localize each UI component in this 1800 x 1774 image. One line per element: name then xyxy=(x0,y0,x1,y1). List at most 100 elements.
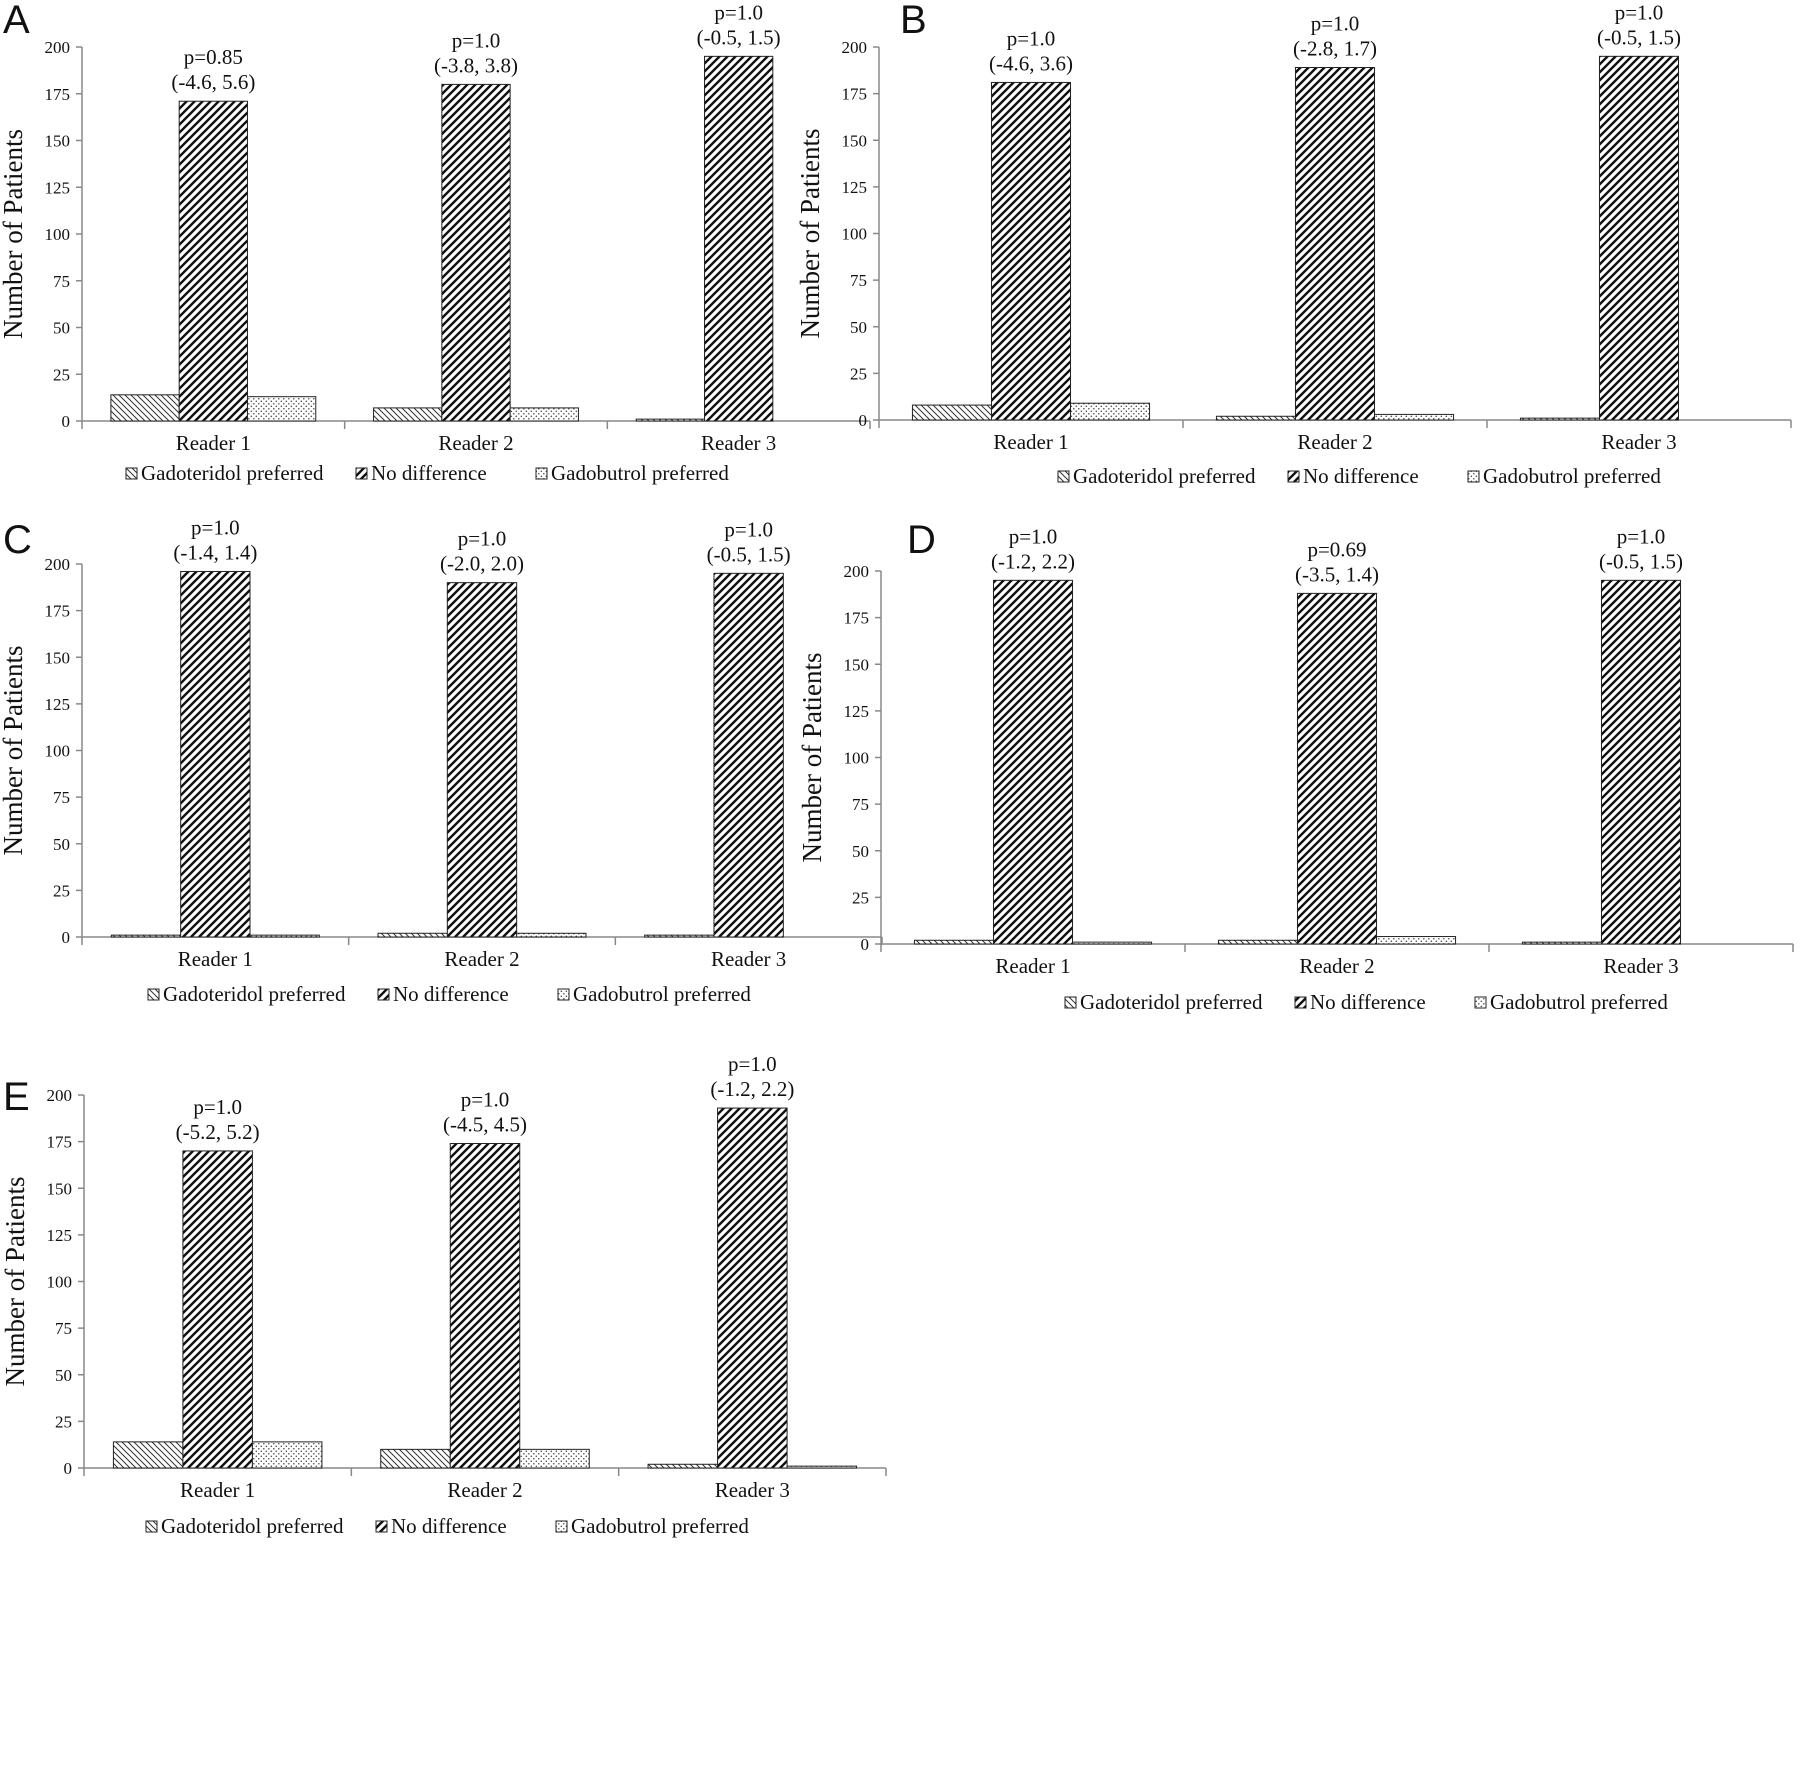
bar-gadoteridol-reader-2 xyxy=(373,407,443,422)
panel-letter: A xyxy=(3,0,30,42)
bar-gadobutrol-reader-2 xyxy=(516,932,587,938)
y-tick-label: 200 xyxy=(47,1086,73,1105)
legend-swatch-gadobutrol xyxy=(535,467,548,480)
bar-gadoteridol-reader-3 xyxy=(635,418,706,422)
legend-swatch-gadoteridol xyxy=(125,467,138,480)
y-tick-label: 175 xyxy=(45,85,71,104)
y-tick-label: 125 xyxy=(842,178,868,197)
x-tick-label: Reader 3 xyxy=(715,1478,790,1502)
y-tick-label: 75 xyxy=(53,272,70,291)
bar-gadoteridol-reader-1 xyxy=(110,934,182,938)
x-tick-label: Reader 3 xyxy=(711,947,786,971)
p-value-label: p=1.0 xyxy=(1007,26,1056,50)
y-tick-label: 0 xyxy=(859,411,868,430)
bar-gadobutrol-reader-3 xyxy=(786,1465,858,1469)
bar-no-difference-reader-1 xyxy=(990,81,1072,421)
y-tick-label: 125 xyxy=(45,178,71,197)
x-tick-label: Reader 2 xyxy=(444,947,519,971)
bar-gadoteridol-reader-3 xyxy=(647,1463,719,1469)
x-tick-label: Reader 3 xyxy=(1603,954,1678,978)
legend-label-no-difference: No difference xyxy=(1303,464,1419,488)
bar-gadobutrol-reader-2 xyxy=(519,1448,590,1469)
bar-no-difference-reader-2 xyxy=(446,582,518,938)
y-tick-label: 150 xyxy=(45,132,71,151)
x-tick-label: Reader 3 xyxy=(1601,430,1676,454)
bar-gadoteridol-reader-2 xyxy=(1217,939,1298,945)
x-tick-label: Reader 3 xyxy=(701,431,776,455)
bar-gadobutrol-reader-1 xyxy=(249,934,320,938)
y-tick-label: 0 xyxy=(64,1459,73,1478)
legend-label-gadobutrol: Gadobutrol preferred xyxy=(571,1514,749,1538)
panel-letter: B xyxy=(900,0,927,42)
legend-label-no-difference: No difference xyxy=(1310,990,1426,1014)
x-tick-label: Reader 2 xyxy=(1297,430,1372,454)
legend-label-gadoteridol: Gadoteridol preferred xyxy=(161,1514,344,1538)
y-tick-label: 0 xyxy=(62,412,71,431)
legend-swatch-gadobutrol xyxy=(555,1520,568,1533)
y-tick-label: 125 xyxy=(844,702,870,721)
confidence-interval-label: (-1.4, 1.4) xyxy=(173,540,257,564)
x-tick-label: Reader 2 xyxy=(438,431,513,455)
bar-gadoteridol-reader-2 xyxy=(377,932,448,938)
y-tick-label: 125 xyxy=(45,695,71,714)
bar-gadobutrol-reader-2 xyxy=(1374,413,1455,421)
legend-swatch-no-difference xyxy=(375,1520,388,1533)
bar-gadoteridol-reader-1 xyxy=(110,394,180,422)
bar-no-difference-reader-3 xyxy=(1598,55,1680,421)
bar-gadobutrol-reader-2 xyxy=(1376,936,1457,945)
y-tick-label: 100 xyxy=(45,225,71,244)
bar-no-difference-reader-2 xyxy=(1294,67,1376,421)
y-tick-label: 25 xyxy=(53,881,70,900)
bar-gadoteridol-reader-1 xyxy=(112,1441,184,1469)
y-tick-label: 0 xyxy=(62,928,71,947)
y-tick-label: 50 xyxy=(852,842,869,861)
bar-gadoteridol-reader-2 xyxy=(1215,415,1296,421)
bar-gadoteridol-reader-3 xyxy=(644,934,715,938)
confidence-interval-label: (-2.8, 1.7) xyxy=(1293,37,1377,61)
p-value-label: p=1.0 xyxy=(458,527,507,551)
y-tick-label: 200 xyxy=(844,562,870,581)
legend-label-no-difference: No difference xyxy=(391,1514,507,1538)
y-tick-label: 25 xyxy=(850,364,867,383)
confidence-interval-label: (-3.8, 3.8) xyxy=(434,53,518,77)
legend-label-no-difference: No difference xyxy=(393,982,509,1006)
legend-label-gadobutrol: Gadobutrol preferred xyxy=(573,982,751,1006)
y-tick-label: 25 xyxy=(53,365,70,384)
x-tick-label: Reader 1 xyxy=(993,430,1068,454)
y-tick-label: 200 xyxy=(45,38,71,57)
legend-label-gadobutrol: Gadobutrol preferred xyxy=(551,461,729,485)
legend-label-gadoteridol: Gadoteridol preferred xyxy=(1080,990,1263,1014)
confidence-interval-label: (-0.5, 1.5) xyxy=(1597,25,1681,49)
x-tick-label: Reader 2 xyxy=(1299,954,1374,978)
bar-no-difference-reader-3 xyxy=(713,572,784,938)
panel-b: B 0 25 50 75 100 125 150 175 200 Number of Patient… xyxy=(795,0,1792,488)
y-tick-label: 200 xyxy=(45,555,71,574)
p-value-label: p=1.0 xyxy=(714,0,763,24)
x-tick-label: Reader 1 xyxy=(995,954,1070,978)
legend-label-gadoteridol: Gadoteridol preferred xyxy=(1073,464,1256,488)
y-tick-label: 75 xyxy=(53,788,70,807)
y-tick-label: 100 xyxy=(45,742,71,761)
y-tick-label: 175 xyxy=(45,602,71,621)
y-tick-label: 150 xyxy=(45,648,71,667)
p-value-label: p=1.0 xyxy=(728,1052,777,1076)
bar-gadobutrol-reader-1 xyxy=(1070,402,1151,421)
bar-no-difference-reader-2 xyxy=(1296,592,1378,945)
y-axis-label: Number of Patients xyxy=(795,129,825,339)
y-tick-label: 50 xyxy=(55,1366,72,1385)
y-axis-label: Number of Patients xyxy=(0,129,28,339)
x-tick-label: Reader 1 xyxy=(176,431,251,455)
legend-swatch-gadoteridol xyxy=(147,988,160,1001)
confidence-interval-label: (-1.2, 2.2) xyxy=(991,549,1075,573)
y-tick-label: 75 xyxy=(852,795,869,814)
confidence-interval-label: (-4.6, 3.6) xyxy=(989,51,1073,75)
bar-no-difference-reader-2 xyxy=(449,1142,521,1469)
panel-letter: C xyxy=(3,518,32,562)
bar-no-difference-reader-1 xyxy=(180,570,251,938)
panel-d: D 0 25 50 75 100 125 150 175 200 Number of Patient… xyxy=(797,518,1794,1014)
y-tick-label: 0 xyxy=(861,935,870,954)
bar-gadobutrol-reader-1 xyxy=(246,396,317,422)
bar-gadoteridol-reader-3 xyxy=(1521,941,1602,945)
legend-label-gadobutrol: Gadobutrol preferred xyxy=(1490,990,1668,1014)
bar-no-difference-reader-3 xyxy=(1600,579,1682,945)
